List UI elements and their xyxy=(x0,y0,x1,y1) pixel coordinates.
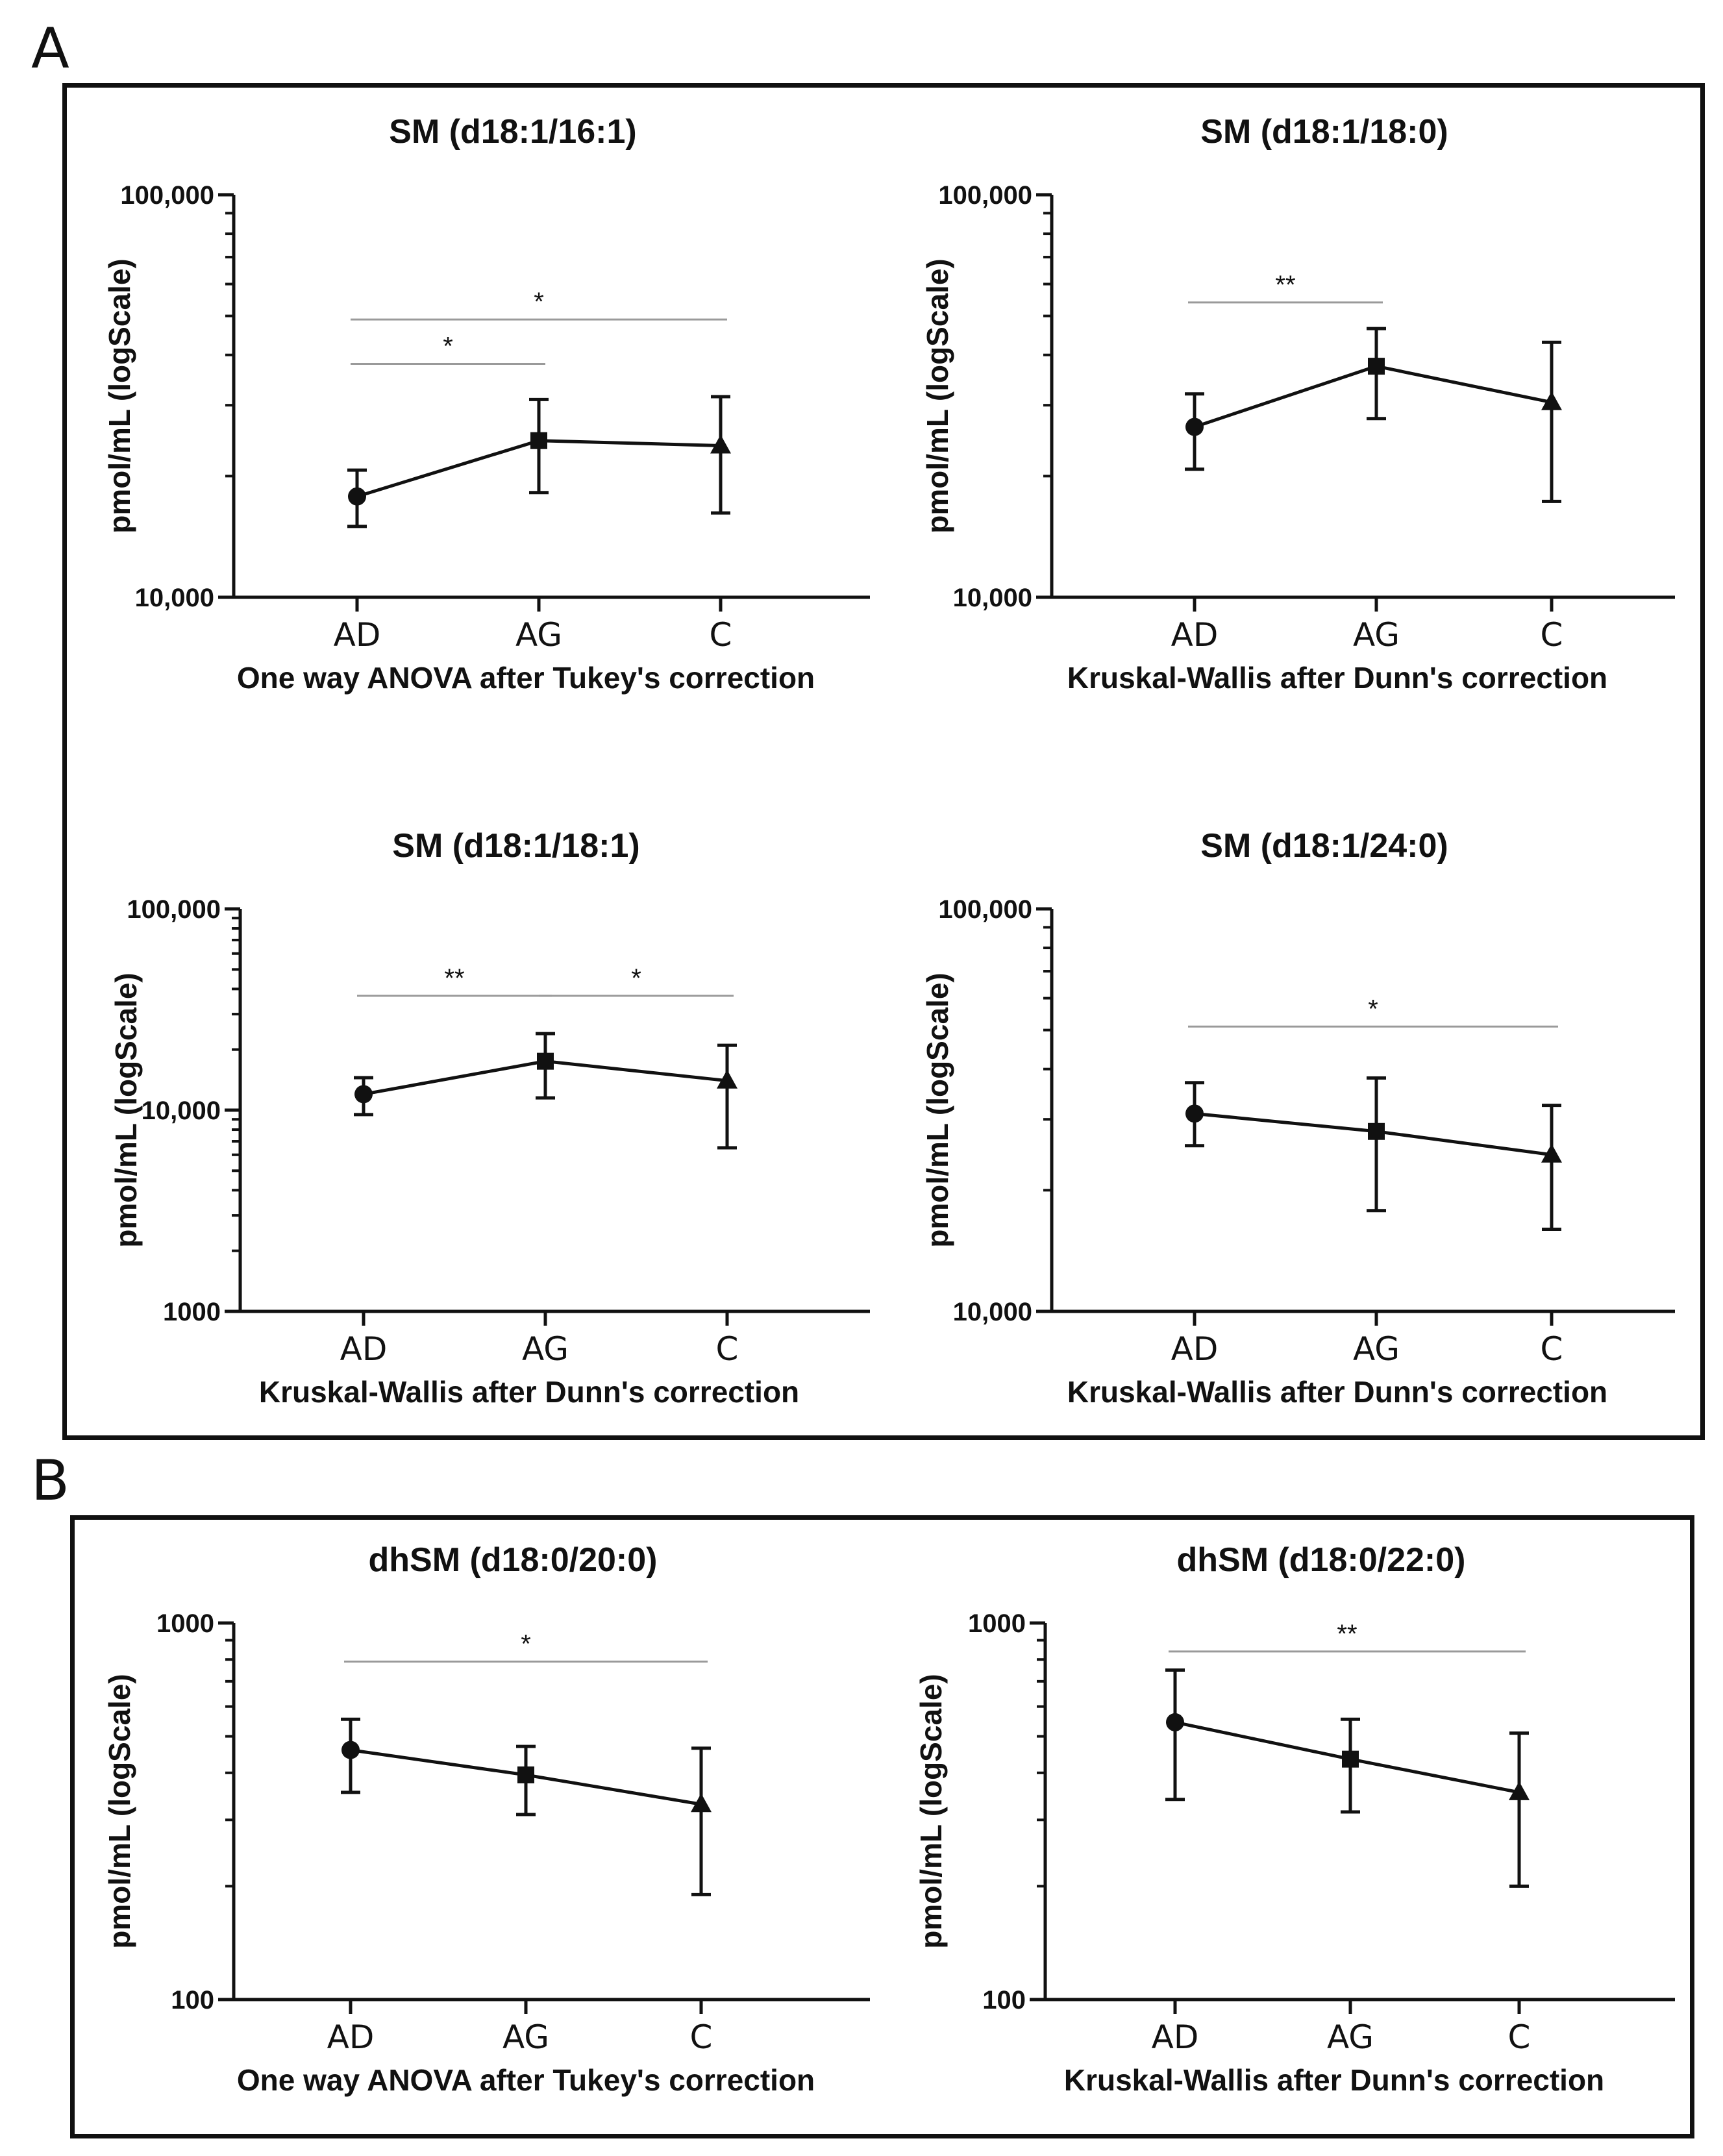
chart-sm-18-1: SM (d18:1/18:1) 1000 10,000 100,000 pmol/mL … xyxy=(109,827,870,1409)
chart-title: SM (d18:1/18:1) xyxy=(392,827,639,865)
data-point-square xyxy=(537,1052,554,1070)
y-tick-label: 100,000 xyxy=(938,181,1032,210)
y-tick-label: 100,000 xyxy=(127,895,221,924)
significance-label: * xyxy=(521,1629,531,1658)
x-tick-label: AD xyxy=(1171,616,1219,654)
data-point-square xyxy=(1368,1122,1385,1140)
x-tick-label: C xyxy=(710,616,732,654)
x-tick-label: AG xyxy=(1353,616,1400,654)
data-point-circle xyxy=(1166,1713,1184,1731)
y-tick-label: 10,000 xyxy=(142,1097,221,1125)
x-tick-label: AG xyxy=(502,2018,549,2056)
significance-label: ** xyxy=(1337,1620,1357,1648)
x-tick-label: AD xyxy=(1171,1330,1219,1368)
data-point-square xyxy=(530,432,547,449)
x-axis-label: One way ANOVA after Tukey's correction xyxy=(237,661,815,695)
y-axis-label: pmol/mL (logScale) xyxy=(103,1674,136,1948)
data-point-triangle xyxy=(1541,391,1562,410)
x-tick-label: AG xyxy=(1353,1330,1400,1368)
chart-title: dhSM (d18:0/22:0) xyxy=(1177,1541,1466,1579)
data-point-circle xyxy=(341,1741,360,1759)
data-point-square xyxy=(517,1766,534,1783)
significance-label: * xyxy=(1368,995,1378,1023)
significance-label: ** xyxy=(1275,271,1295,299)
data-point-triangle xyxy=(1509,1781,1530,1800)
y-axis-label: pmol/mL (logScale) xyxy=(921,973,954,1247)
x-tick-label: AG xyxy=(515,616,562,654)
y-axis-label: pmol/mL (logScale) xyxy=(914,1674,948,1948)
x-tick-label: AD xyxy=(1152,2018,1199,2056)
x-tick-label: C xyxy=(690,2018,713,2056)
data-point-circle xyxy=(348,487,366,506)
data-point-square xyxy=(1368,358,1385,375)
chart-title: SM (d18:1/18:0) xyxy=(1200,113,1448,151)
chart-title: SM (d18:1/16:1) xyxy=(389,113,636,151)
data-point-circle xyxy=(354,1085,373,1104)
data-point-circle xyxy=(1185,417,1204,436)
significance-label: * xyxy=(631,964,641,993)
y-tick-label: 1000 xyxy=(156,1609,214,1638)
y-tick-label: 100 xyxy=(171,1986,214,2014)
x-tick-label: AD xyxy=(334,616,381,654)
panel-a-frame xyxy=(62,83,1705,1440)
y-tick-label: 10,000 xyxy=(135,584,214,612)
panel-label-b: B xyxy=(31,1448,69,1513)
chart-dhsm-20-0: dhSM (d18:0/20:0) 100 1000 pmol/mL (logScal… xyxy=(103,1541,870,2097)
data-point-triangle xyxy=(717,1069,738,1089)
x-tick-label: C xyxy=(1508,2018,1531,2056)
x-tick-label: C xyxy=(716,1330,739,1368)
chart-sm-18-0: SM (d18:1/18:0) 10,000 100,000 pmol/mL (log… xyxy=(921,113,1675,695)
x-tick-label: C xyxy=(1541,1330,1563,1368)
y-axis-label: pmol/mL (logScale) xyxy=(103,258,136,533)
chart-title: dhSM (d18:0/20:0) xyxy=(369,1541,658,1579)
x-tick-label: AD xyxy=(327,2018,375,2056)
data-point-triangle xyxy=(1541,1143,1562,1163)
y-axis-label: pmol/mL (logScale) xyxy=(921,258,954,533)
chart-title: SM (d18:1/24:0) xyxy=(1200,827,1448,865)
y-tick-label: 1000 xyxy=(163,1298,221,1326)
panel-b-frame xyxy=(70,1515,1694,2138)
y-tick-label: 10,000 xyxy=(953,584,1032,612)
x-axis-label: Kruskal-Wallis after Dunn's correction xyxy=(1067,661,1607,695)
chart-sm-24-0: SM (d18:1/24:0) 10,000 100,000 pmol/mL (log… xyxy=(921,827,1675,1409)
y-tick-label: 10,000 xyxy=(953,1298,1032,1326)
chart-sm-16-1: SM (d18:1/16:1) 10,000 100,000 pmol/mL (log… xyxy=(103,113,870,695)
x-tick-label: C xyxy=(1541,616,1563,654)
y-tick-label: 100,000 xyxy=(938,895,1032,924)
panel-label-a: A xyxy=(31,16,69,81)
y-tick-label: 1000 xyxy=(968,1609,1026,1638)
x-tick-label: AG xyxy=(1327,2018,1374,2056)
significance-label: * xyxy=(534,288,544,316)
data-point-triangle xyxy=(691,1793,712,1813)
y-tick-label: 100,000 xyxy=(120,181,214,210)
data-point-circle xyxy=(1185,1104,1204,1123)
significance-label: * xyxy=(443,332,453,361)
y-axis-label: pmol/mL (logScale) xyxy=(109,973,143,1247)
x-tick-label: AG xyxy=(522,1330,569,1368)
significance-label: ** xyxy=(444,964,464,993)
chart-dhsm-22-0: dhSM (d18:0/22:0) 100 1000 pmol/mL (logScal… xyxy=(914,1541,1675,2097)
x-axis-label: Kruskal-Wallis after Dunn's correction xyxy=(1067,1375,1607,1409)
data-point-square xyxy=(1342,1750,1359,1768)
x-axis-label: Kruskal-Wallis after Dunn's correction xyxy=(1064,2063,1604,2097)
x-axis-label: Kruskal-Wallis after Dunn's correction xyxy=(259,1375,799,1409)
x-tick-label: AD xyxy=(340,1330,388,1368)
y-tick-label: 100 xyxy=(982,1986,1026,2014)
x-axis-label: One way ANOVA after Tukey's correction xyxy=(237,2063,815,2097)
data-point-triangle xyxy=(710,434,731,454)
